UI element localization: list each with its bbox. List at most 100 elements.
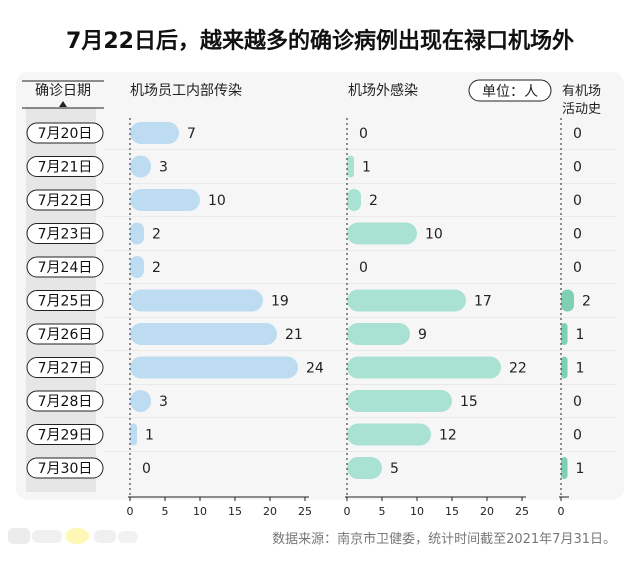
value-label-staff: 3: [159, 160, 168, 176]
x-tick-label-staff: 15: [228, 505, 242, 518]
bar-airport-history: [561, 289, 574, 312]
date-pill: [26, 457, 104, 479]
bar-outside: [347, 423, 431, 446]
value-label-airport-history: 0: [573, 126, 582, 142]
series-label-airport-history-line1: 有机场: [562, 84, 601, 99]
value-label-airport-history: 1: [576, 461, 585, 477]
bar-airport-history: [561, 457, 568, 479]
value-label-staff: 19: [271, 294, 289, 310]
x-tick-label-outside: 25: [515, 505, 529, 518]
bar-staff: [130, 189, 200, 211]
value-label-airport-history: 0: [573, 260, 582, 276]
bar-staff: [130, 222, 144, 245]
value-label-airport-history: 1: [576, 327, 585, 343]
series-label-outside-airport: 机场外感染: [348, 82, 418, 99]
unit-badge: [468, 79, 552, 102]
chart-title: 7月22日后，越来越多的确诊病例出现在禄口机场外: [66, 28, 574, 54]
bar-outside: [347, 457, 382, 479]
date-column-header: 确诊日期: [35, 83, 91, 99]
date-pill: [26, 323, 104, 345]
value-label-outside: 17: [474, 294, 492, 310]
date-label: 7月25日: [38, 294, 93, 310]
bar-outside: [347, 155, 354, 178]
unit-label: 单位：人: [482, 84, 538, 100]
date-pill: [26, 189, 104, 211]
bar-staff: [130, 323, 277, 345]
value-label-staff: 2: [152, 227, 161, 243]
series-label-airport-staff: 机场员工内部传染: [130, 83, 242, 99]
value-label-staff: 21: [285, 327, 303, 343]
chart-rows: 7月20日 7月21日 7月22日 7月23日 7月24日 7月25日 7月26日 7月27日…: [26, 122, 616, 479]
value-label-outside: 10: [425, 227, 443, 243]
value-label-staff: 24: [306, 361, 324, 377]
value-label-outside: 1: [362, 160, 371, 176]
x-tick-label-staff: 20: [263, 505, 277, 518]
value-label-staff: 1: [145, 428, 154, 444]
blurred-logo: [8, 528, 138, 544]
x-tick-label-outside: 0: [344, 505, 351, 518]
bar-airport-history: [561, 356, 568, 379]
date-pill: [26, 256, 104, 278]
value-label-outside: 5: [390, 461, 399, 477]
value-label-outside: 0: [359, 126, 368, 142]
bar-staff: [130, 256, 144, 278]
bar-outside: [347, 289, 466, 312]
bar-staff: [130, 289, 263, 312]
date-label: 7月22日: [38, 193, 93, 209]
chart-panel: [16, 72, 624, 500]
value-label-airport-history: 0: [573, 394, 582, 410]
x-tick-label-outside: 10: [410, 505, 424, 518]
date-pill: [26, 424, 104, 445]
date-pill: [26, 156, 104, 177]
bar-staff: [130, 122, 179, 144]
bar-outside: [347, 390, 452, 412]
date-label: 7月28日: [38, 394, 93, 410]
x-tick-label-staff: 25: [298, 505, 312, 518]
value-label-airport-history: 0: [573, 227, 582, 243]
value-label-staff: 10: [208, 193, 226, 209]
date-label: 7月27日: [38, 361, 93, 377]
value-label-staff: 0: [142, 461, 151, 477]
x-tick-label-outside: 15: [445, 505, 459, 518]
bar-outside: [347, 222, 417, 245]
value-label-outside: 15: [460, 394, 478, 410]
value-label-airport-history: 0: [573, 428, 582, 444]
bar-staff: [130, 155, 151, 178]
bar-outside: [347, 356, 501, 379]
date-label: 7月24日: [38, 260, 93, 276]
value-label-staff: 2: [152, 260, 161, 276]
value-label-outside: 0: [359, 260, 368, 276]
x-tick-label-staff: 5: [162, 505, 169, 518]
date-label: 7月29日: [38, 428, 93, 444]
source-note: 数据来源：南京市卫健委，统计时间截至2021年7月31日。: [272, 531, 616, 547]
date-label: 7月20日: [38, 126, 93, 142]
x-tick-label-airport-history: 0: [558, 505, 565, 518]
value-label-outside: 2: [369, 193, 378, 209]
value-label-airport-history: 0: [573, 160, 582, 176]
bar-outside: [347, 189, 361, 211]
x-tick-label-outside: 5: [379, 505, 386, 518]
date-pill: [26, 390, 104, 412]
bar-airport-history: [561, 323, 568, 345]
date-label: 7月30日: [38, 461, 93, 477]
date-label: 7月23日: [38, 227, 93, 243]
value-label-staff: 3: [159, 394, 168, 410]
value-label-airport-history: 2: [582, 294, 591, 310]
value-label-outside: 12: [439, 428, 457, 444]
x-tick-label-staff: 10: [193, 505, 207, 518]
date-label: 7月21日: [38, 160, 93, 176]
chart-axes: 0 5 10 15 20 25 0 5 10 15 20 25 0: [127, 118, 569, 518]
value-label-airport-history: 0: [573, 193, 582, 209]
bar-outside: [347, 323, 410, 345]
date-pill: [26, 223, 104, 244]
bar-staff: [130, 356, 298, 379]
date-pill: [26, 290, 104, 311]
date-label: 7月26日: [38, 327, 93, 343]
value-label-staff: 7: [187, 126, 196, 142]
bar-staff: [130, 423, 137, 446]
sort-ascending-icon: [59, 101, 67, 107]
date-pill: [26, 357, 104, 378]
value-label-outside: 9: [418, 327, 427, 343]
